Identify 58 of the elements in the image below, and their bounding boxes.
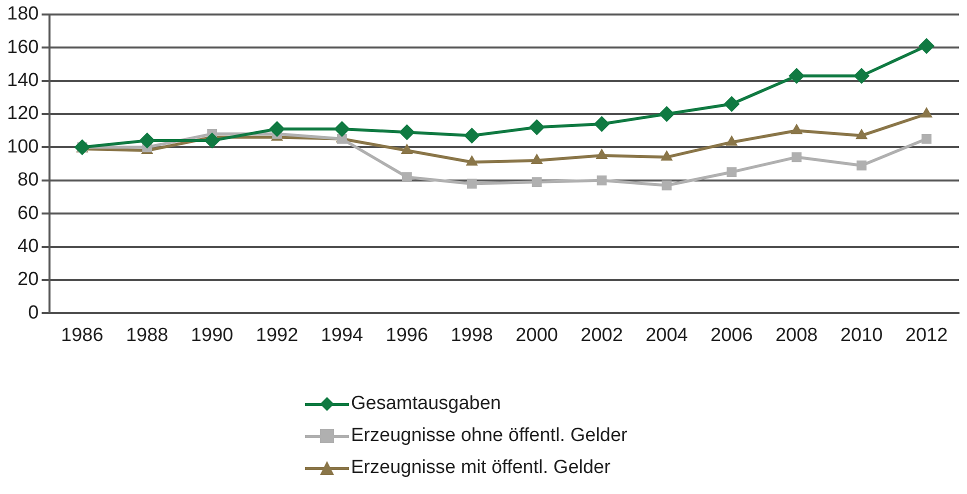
x-tick-label: 1986 (61, 324, 104, 346)
point (532, 177, 542, 188)
point (662, 180, 672, 190)
x-tick-label: 1998 (450, 324, 494, 346)
point (790, 124, 803, 134)
point (854, 68, 870, 84)
y-tick-label: 0 (28, 302, 39, 324)
x-tick-label: 2004 (646, 324, 688, 346)
point (596, 148, 608, 159)
legend-label: Erzeugnisse mit öffentl. Gelder (351, 457, 610, 479)
y-tick-label: 40 (18, 236, 39, 258)
point (658, 106, 675, 122)
point (398, 124, 415, 140)
point (920, 107, 933, 118)
x-tick-label: 1990 (190, 324, 234, 346)
point (596, 175, 607, 186)
y-tick-label: 80 (18, 170, 39, 191)
x-tick-label: 2006 (710, 324, 753, 346)
point (788, 68, 805, 84)
y-tick-label: 60 (18, 202, 39, 224)
x-tick-label: 1996 (386, 324, 428, 346)
x-tick-label: 1988 (126, 324, 168, 346)
legend-label: Erzeugnisse ohne öffentl. Gelder (351, 425, 628, 447)
point (856, 160, 867, 170)
point (594, 116, 610, 132)
x-tick-label: 2010 (840, 324, 883, 346)
y-tick-label: 120 (7, 103, 39, 124)
y-tick-label: 160 (7, 36, 39, 58)
point (528, 119, 545, 136)
point (466, 155, 478, 166)
x-tick-label: 1992 (256, 324, 298, 346)
point (726, 135, 738, 146)
point (792, 152, 802, 162)
point (660, 150, 673, 161)
x-tick-label: 2012 (905, 324, 948, 346)
point (204, 132, 220, 149)
point (726, 167, 737, 178)
y-tick-label: 180 (7, 4, 39, 25)
point (139, 132, 156, 149)
point (402, 172, 412, 182)
x-tick-label: 1994 (320, 324, 364, 346)
point (724, 96, 740, 112)
point (400, 144, 413, 154)
point (334, 120, 350, 137)
point (922, 134, 932, 144)
x-tick-label: 2000 (516, 324, 558, 346)
point (74, 139, 90, 156)
point (269, 120, 286, 137)
point (466, 178, 477, 189)
point (856, 128, 868, 140)
legend-label: Gesamtausgaben (351, 393, 501, 415)
point (918, 38, 935, 54)
y-tick-label: 140 (7, 70, 39, 92)
x-tick-label: 2008 (775, 324, 818, 346)
y-tick-label: 20 (18, 269, 39, 290)
x-tick-label: 2002 (580, 324, 623, 346)
point (464, 128, 480, 144)
y-tick-label: 100 (7, 136, 39, 158)
